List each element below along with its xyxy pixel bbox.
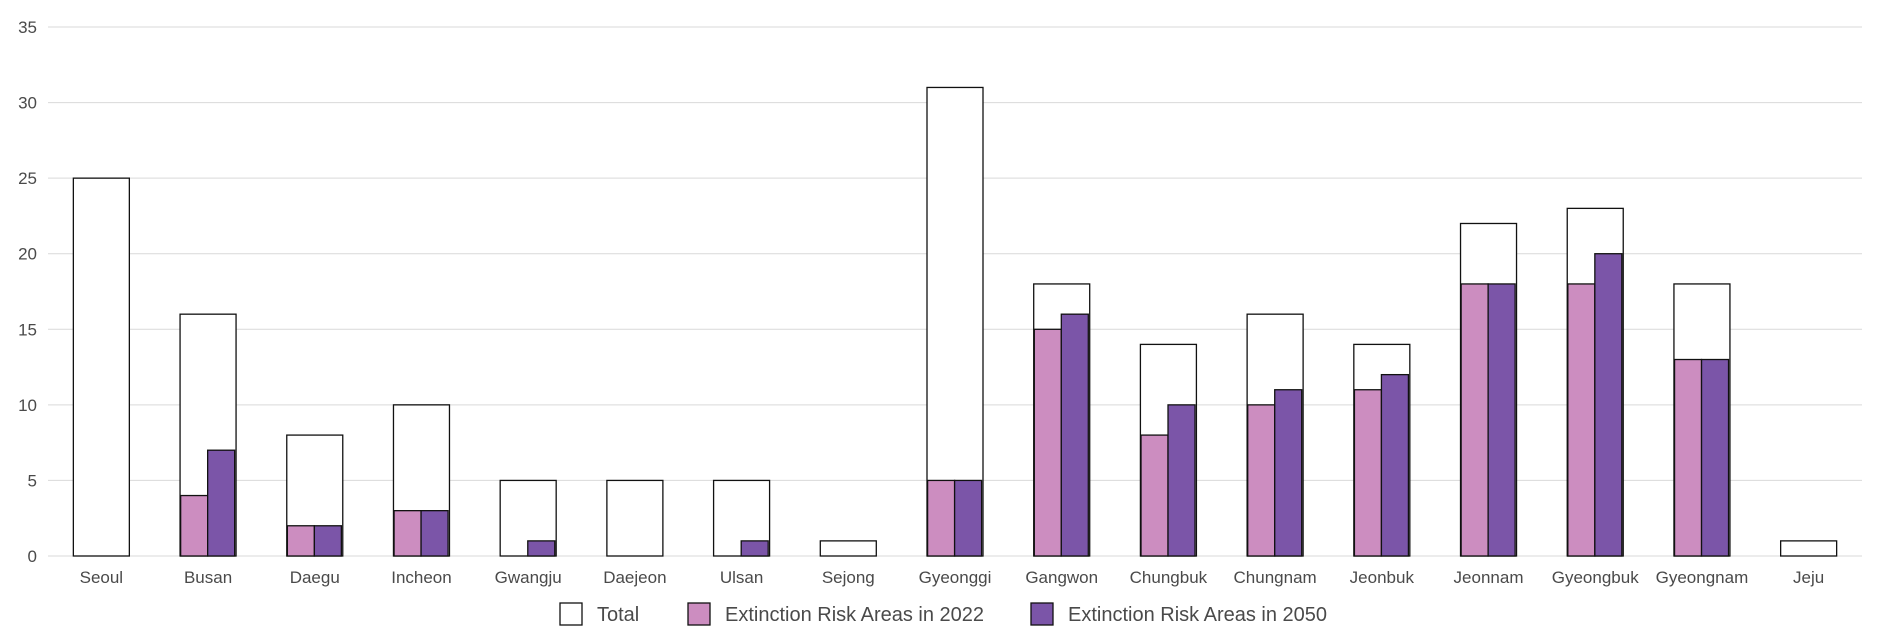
bar-2022-jeonbuk bbox=[1353, 389, 1383, 557]
legend-label-2050: Extinction Risk Areas in 2050 bbox=[1068, 604, 1327, 626]
bar-2050-jeonnam bbox=[1487, 283, 1516, 557]
y-tick-label: 25 bbox=[18, 169, 37, 188]
bar-2050-chungnam bbox=[1274, 389, 1303, 557]
y-tick-label: 30 bbox=[18, 94, 37, 113]
bar-2050-busan bbox=[207, 449, 236, 557]
bars bbox=[72, 86, 1838, 557]
bar-2050-gwangju bbox=[527, 540, 556, 557]
bar-2022-busan bbox=[180, 494, 209, 557]
x-category-label: Jeonbuk bbox=[1350, 568, 1415, 587]
bar-2022-incheon bbox=[393, 510, 422, 557]
legend-swatch-2050 bbox=[1030, 602, 1054, 626]
bar-2022-jeonnam bbox=[1460, 283, 1489, 557]
legend-swatch-total bbox=[559, 602, 583, 626]
bar-total-jeju bbox=[1779, 540, 1838, 557]
bar-2022-gyeongnam bbox=[1673, 358, 1703, 557]
bar-2022-gangwon bbox=[1033, 328, 1062, 557]
x-category-label: Gangwon bbox=[1025, 568, 1098, 587]
bar-2050-ulsan bbox=[740, 540, 769, 557]
x-category-label: Chungnam bbox=[1234, 568, 1317, 587]
legend-label-2022: Extinction Risk Areas in 2022 bbox=[725, 604, 984, 626]
x-axis-category-labels: Seoul Busan Daegu Incheon Gwangju Daejeon Ulsa… bbox=[80, 568, 1825, 587]
bar-2050-gyeonggi bbox=[953, 479, 983, 557]
bar-total-seoul bbox=[72, 177, 131, 557]
bar-total-daejeon bbox=[606, 479, 664, 557]
y-tick-label: 5 bbox=[28, 471, 37, 490]
bar-2050-incheon bbox=[420, 510, 449, 557]
x-category-label: Chungbuk bbox=[1130, 568, 1208, 587]
bar-2050-gangwon bbox=[1060, 313, 1089, 557]
x-category-label: Ulsan bbox=[720, 568, 763, 587]
bar-2022-daegu bbox=[286, 525, 316, 557]
y-tick-label: 0 bbox=[28, 547, 37, 566]
bar-total-sejong bbox=[819, 540, 877, 557]
bar-2022-chungbuk bbox=[1140, 434, 1169, 557]
y-tick-label: 15 bbox=[18, 320, 37, 339]
bar-2050-gyeongbuk bbox=[1594, 253, 1623, 557]
x-category-label: Seoul bbox=[80, 568, 123, 587]
x-category-label: Daegu bbox=[290, 568, 340, 587]
bar-2022-gyeongbuk bbox=[1567, 283, 1596, 557]
y-axis-tick-labels: 0 5 10 15 20 25 30 35 bbox=[18, 18, 37, 566]
bar-2050-chungbuk bbox=[1167, 404, 1196, 557]
y-tick-label: 20 bbox=[18, 245, 37, 264]
x-category-label: Gwangju bbox=[495, 568, 562, 587]
bar-2050-jeonbuk bbox=[1380, 373, 1410, 557]
x-category-label: Daejeon bbox=[603, 568, 666, 587]
legend-label-total: Total bbox=[597, 604, 639, 626]
bar-total-gyeonggi bbox=[926, 86, 984, 557]
x-category-label: Gyeongbuk bbox=[1552, 568, 1639, 587]
x-category-label: Gyeonggi bbox=[919, 568, 992, 587]
x-category-label: Busan bbox=[184, 568, 232, 587]
legend-swatch-2022 bbox=[687, 602, 711, 626]
x-category-label: Jeju bbox=[1793, 568, 1824, 587]
bar-2050-daegu bbox=[313, 525, 343, 557]
legend: Total Extinction Risk Areas in 2022 Exti… bbox=[559, 602, 1327, 626]
x-category-label: Incheon bbox=[391, 568, 452, 587]
x-category-label: Jeonnam bbox=[1454, 568, 1524, 587]
x-category-label: Gyeongnam bbox=[1656, 568, 1749, 587]
bar-2022-gyeonggi bbox=[926, 479, 956, 557]
bar-2050-gyeongnam bbox=[1700, 358, 1730, 557]
bar-2022-chungnam bbox=[1247, 404, 1276, 557]
y-tick-label: 35 bbox=[18, 18, 37, 37]
x-category-label: Sejong bbox=[822, 568, 875, 587]
y-tick-label: 10 bbox=[18, 396, 37, 415]
